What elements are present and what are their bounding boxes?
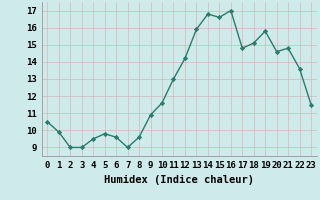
- X-axis label: Humidex (Indice chaleur): Humidex (Indice chaleur): [104, 175, 254, 185]
